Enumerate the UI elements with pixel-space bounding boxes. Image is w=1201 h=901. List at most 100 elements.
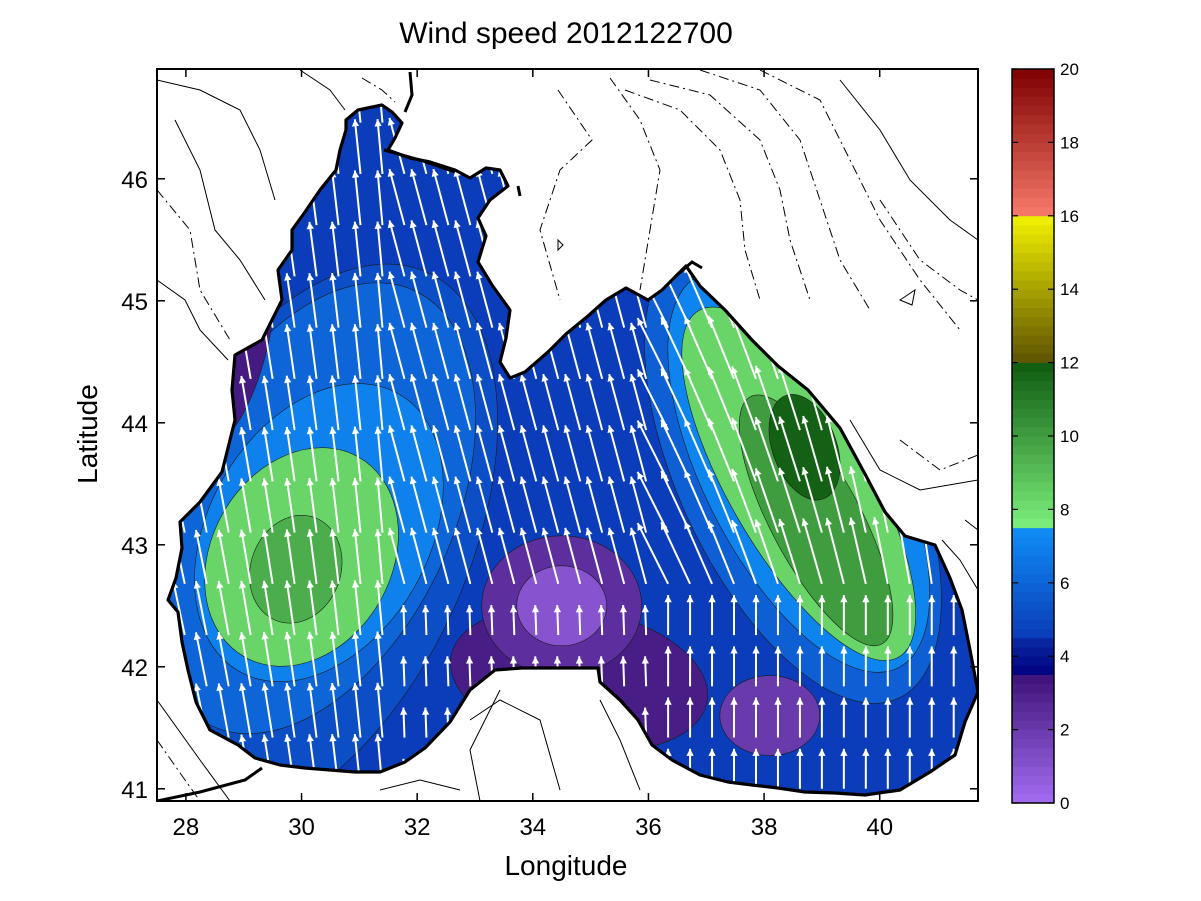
wind-arrow-230 <box>497 425 516 482</box>
land-contour-line-8 <box>624 89 761 301</box>
wind-arrow-202 <box>453 425 472 482</box>
land-coast-detail <box>157 71 703 801</box>
colorbar-label-16: 16 <box>1060 207 1079 226</box>
plot-frame <box>156 68 979 802</box>
wind-arrow-77 <box>261 375 274 431</box>
colorbar-step <box>1012 325 1054 336</box>
wind-arrow-153 <box>376 105 384 123</box>
wind-arrow-165 <box>387 168 406 226</box>
colorbar-step <box>1012 234 1054 244</box>
wind-arrow-493 <box>928 595 936 636</box>
coastline <box>166 103 978 797</box>
wind-arrow-380 <box>752 646 760 687</box>
wind-arrow-476 <box>906 748 914 789</box>
wind-arrow-351 <box>708 697 716 738</box>
colorbar-label-0: 0 <box>1060 794 1069 813</box>
colorbar-step <box>1012 69 1054 79</box>
wind-arrow-179 <box>409 168 428 226</box>
wind-arrow-200 <box>453 527 472 585</box>
wind-arrow-422 <box>818 646 826 687</box>
colorbar-label-4: 4 <box>1060 647 1069 666</box>
wind-arrow-507 <box>950 595 958 636</box>
wind-arrow-133 <box>351 375 362 431</box>
wind-arrow-477 <box>906 697 914 738</box>
y-tick-label-43: 43 <box>121 533 148 560</box>
wind-arrow-395 <box>774 595 782 636</box>
wind-arrow-213 <box>487 605 496 636</box>
colorbar-step <box>1012 353 1054 363</box>
wind-arrow-59 <box>238 580 252 636</box>
colorbar-step <box>1012 160 1054 171</box>
wind-arrow-206 <box>453 220 472 277</box>
land-contour-line-25 <box>964 519 978 531</box>
wind-arrow-492 <box>928 646 936 687</box>
colorbar-step <box>1012 573 1054 584</box>
colorbar-step <box>1012 142 1054 152</box>
wind-arrow-186 <box>431 527 450 585</box>
x-axis: 28 30 32 34 36 38 40 <box>173 69 893 841</box>
wind-arrow-451 <box>862 595 870 636</box>
wind-arrow-453 <box>848 466 867 533</box>
chart-title: Wind speed 2012122700 <box>399 17 733 50</box>
y-tick-label-44: 44 <box>121 411 148 438</box>
wind-arrow-339 <box>686 595 694 636</box>
wind-arrow-131 <box>351 477 362 533</box>
wind-arrow-117 <box>329 477 340 533</box>
colorbar-step <box>1012 536 1054 547</box>
wind-arrow-406 <box>796 748 804 789</box>
wind-arrow-398 <box>754 416 779 482</box>
land-contour-line-10 <box>699 69 871 311</box>
wind-arrow-193 <box>431 168 450 226</box>
wind-arrow-323 <box>664 697 672 738</box>
wind-arrow-159 <box>387 476 406 533</box>
wind-arrow-108 <box>306 221 318 277</box>
colorbar-step <box>1012 628 1054 639</box>
wind-arrow-298 <box>607 527 626 585</box>
wind-arrow-102 <box>306 529 318 584</box>
colorbar-label-14: 14 <box>1060 280 1079 299</box>
colorbar-step <box>1012 784 1054 795</box>
wind-arrow-425 <box>801 466 823 533</box>
wind-arrow-439 <box>825 466 845 533</box>
land-contour-line-16 <box>898 288 916 306</box>
wind-arrow-138 <box>351 119 362 175</box>
x-tick-label-34: 34 <box>519 814 546 841</box>
colorbar-step <box>1012 610 1054 620</box>
wind-arrow-379 <box>752 697 760 738</box>
wind-arrow-192 <box>431 220 450 277</box>
wind-arrow-420 <box>818 748 826 789</box>
wind-arrow-105 <box>306 375 318 431</box>
wind-arrow-271 <box>563 476 582 533</box>
wind-arrow-412 <box>778 416 801 482</box>
colorbar-step <box>1012 215 1054 226</box>
colorbar-step <box>1012 647 1054 657</box>
wind-arrow-394 <box>774 646 782 687</box>
wind-arrow-57 <box>238 683 252 738</box>
wind-arrow-288 <box>585 322 604 380</box>
land-contour-line-17 <box>557 238 564 252</box>
wind-arrow-365 <box>730 697 738 738</box>
colorbar-step <box>1012 87 1054 97</box>
wind-arrow-436 <box>840 646 848 687</box>
y-tick-label-41: 41 <box>121 777 148 804</box>
wind-arrow-393 <box>774 697 782 738</box>
y-tick-label-46: 46 <box>121 167 148 194</box>
wind-arrow-141 <box>374 682 384 738</box>
wind-arrow-189 <box>431 373 450 431</box>
wind-arrow-156 <box>400 656 408 687</box>
colorbar-step <box>1012 289 1054 299</box>
colorbar-step <box>1012 307 1054 318</box>
wind-arrow-231 <box>497 373 516 431</box>
colorbar-step <box>1012 224 1054 235</box>
wind-arrow-243 <box>519 476 538 533</box>
wind-arrow-284 <box>585 527 604 585</box>
colorbar-step <box>1012 481 1054 492</box>
wind-arrow-296 <box>619 656 627 687</box>
land-contour-line-5 <box>361 77 396 103</box>
wind-arrow-43 <box>216 683 230 738</box>
colorbar-step <box>1012 197 1054 208</box>
colorbar-step <box>1012 426 1054 437</box>
wind-arrow-145 <box>374 477 384 533</box>
wind-arrow-448 <box>862 748 870 789</box>
wind-arrow-63 <box>238 375 252 431</box>
